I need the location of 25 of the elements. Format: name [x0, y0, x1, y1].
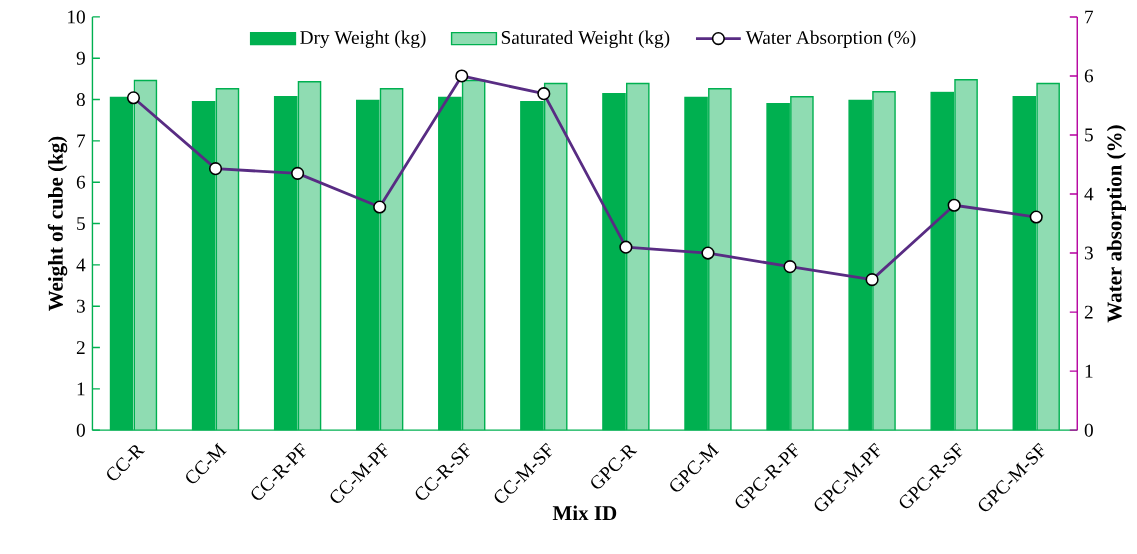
y2-tick-label: 2: [1084, 305, 1093, 319]
y-tick-label: 4: [76, 258, 86, 272]
y2-tick-label: 7: [1085, 10, 1094, 24]
legend-label: Saturated Weight (kg): [501, 30, 670, 49]
legend-label: Water Absorption (%): [745, 30, 916, 49]
y2-tick-label: 5: [1085, 128, 1093, 142]
y-tick-label: 0: [76, 423, 85, 437]
y-tick-label: 9: [76, 51, 85, 65]
y-axis-title: Weight of cube (kg): [47, 136, 68, 312]
y-tick-label: 8: [76, 93, 85, 107]
y2-tick-label: 6: [1084, 69, 1094, 83]
legend-label: Dry Weight (kg): [300, 30, 426, 49]
y-tick-label: 3: [76, 299, 85, 313]
y-tick-label: 7: [77, 134, 86, 148]
y-tick-label: 5: [77, 217, 85, 231]
y2-tick-label: 1: [1085, 364, 1093, 378]
y-tick-label: 1: [77, 382, 85, 396]
x-axis-title: Mix ID: [552, 505, 617, 521]
y2-axis-title: Water absorption (%): [1106, 125, 1126, 323]
y-tick-label: 6: [76, 175, 86, 189]
y2-tick-label: 0: [1084, 423, 1093, 437]
y-tick-label: 2: [76, 341, 85, 355]
y-tick-label: 10: [68, 10, 85, 24]
y2-tick-label: 4: [1084, 187, 1094, 201]
y2-tick-label: 3: [1084, 246, 1093, 260]
